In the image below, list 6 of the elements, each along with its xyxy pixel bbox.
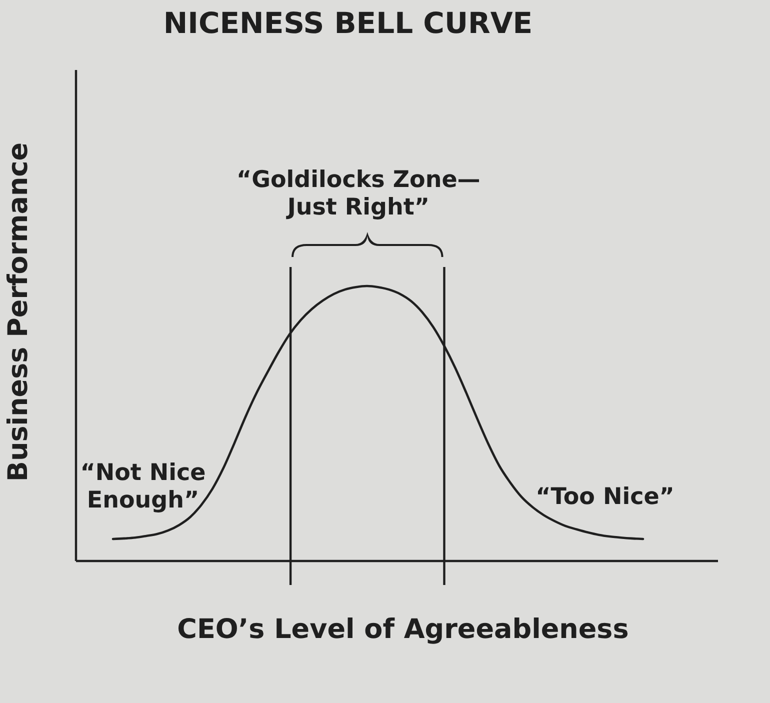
x-axis-title: CEO’s Level of Agreeableness <box>177 614 629 645</box>
chart-title: NICENESS BELL CURVE <box>163 6 533 40</box>
text: “Goldilocks Zone— Just Right” <box>236 167 480 221</box>
y-axis-title: Business Performance <box>3 142 34 482</box>
annotation: “Too Nice” <box>536 484 674 510</box>
annotation: “Not Nice Enough” <box>80 460 206 514</box>
